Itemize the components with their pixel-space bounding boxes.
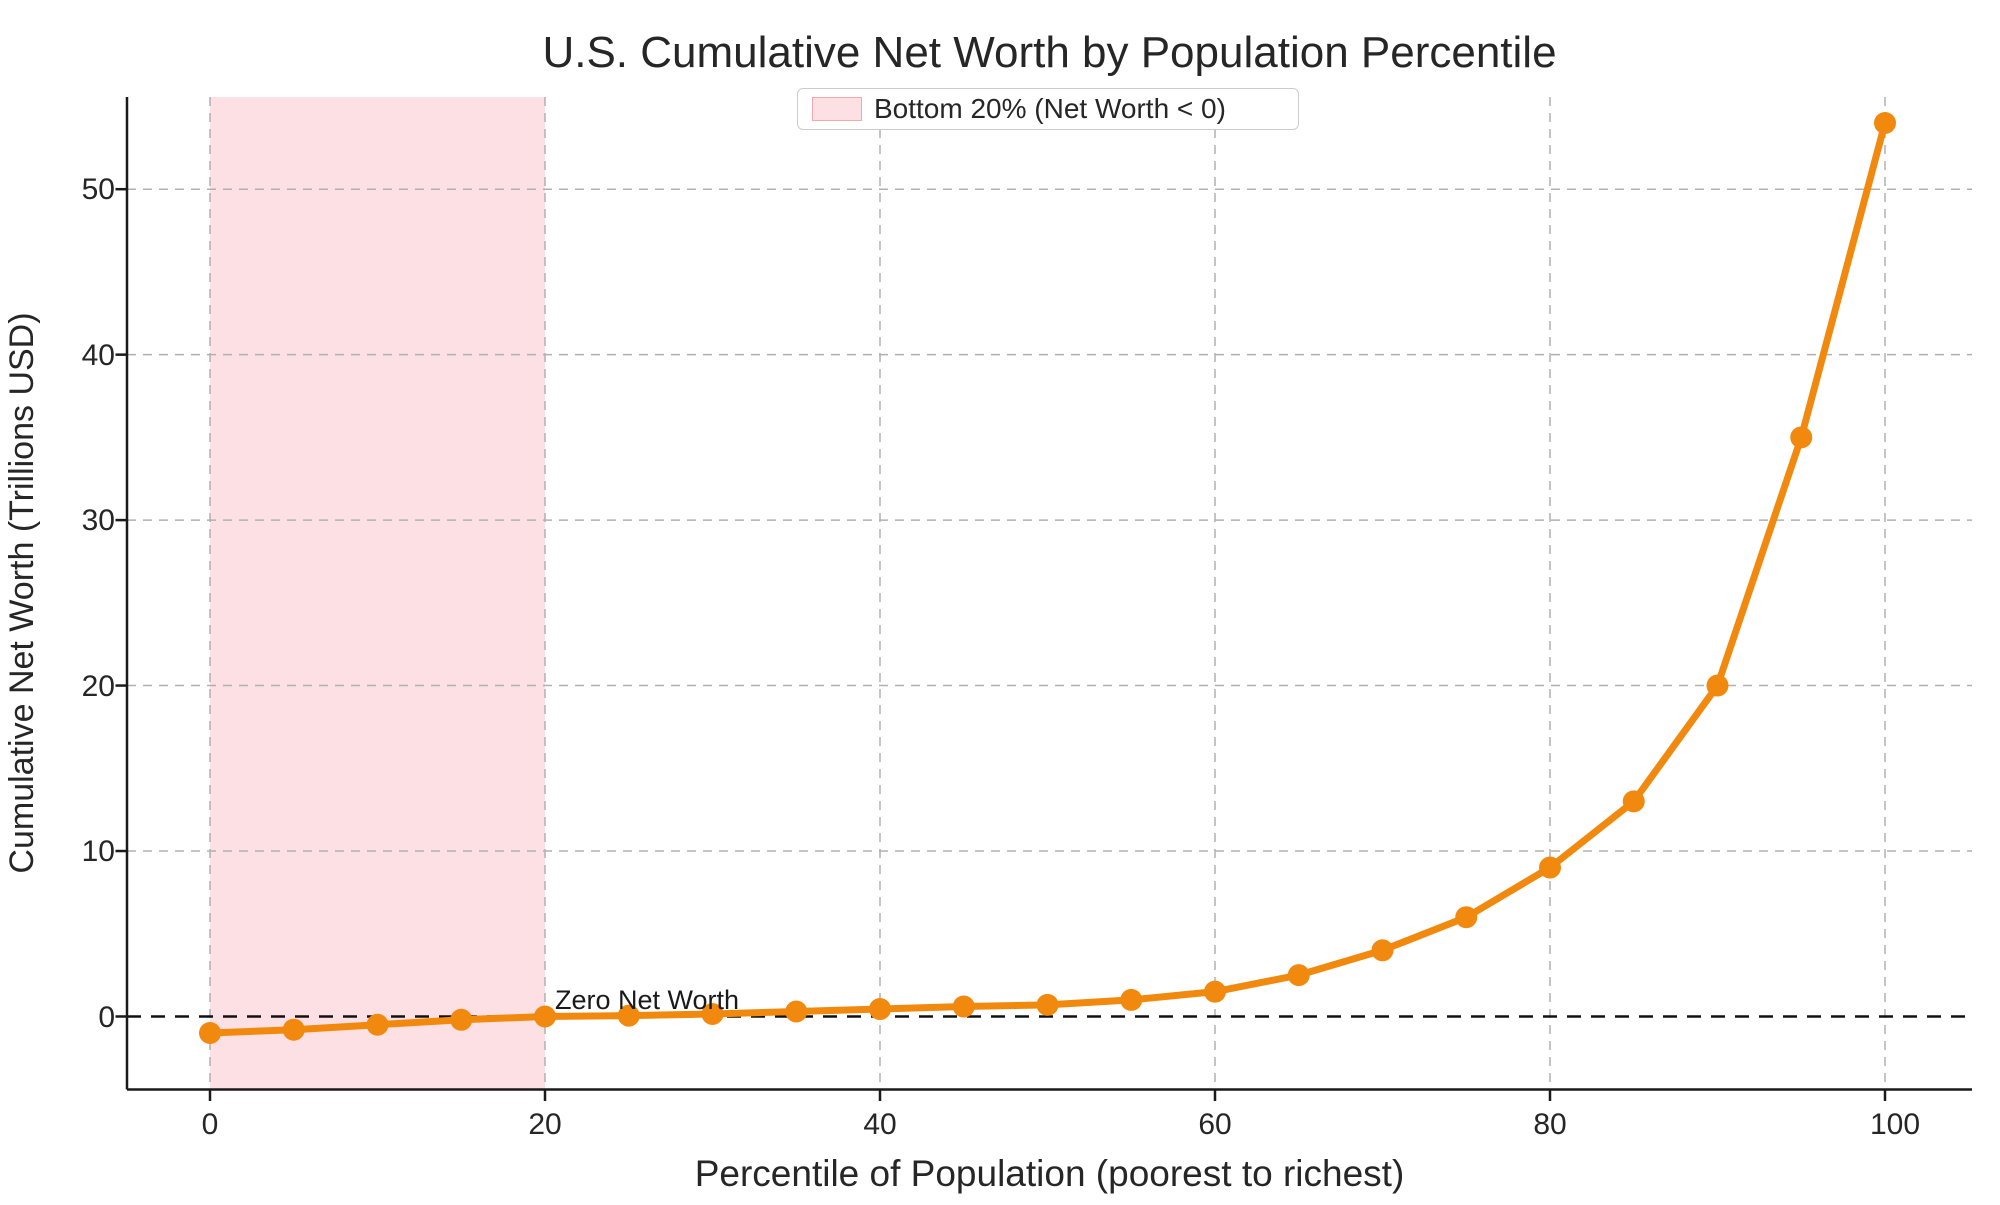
svg-text:Zero Net Worth: Zero Net Worth <box>555 985 739 1015</box>
